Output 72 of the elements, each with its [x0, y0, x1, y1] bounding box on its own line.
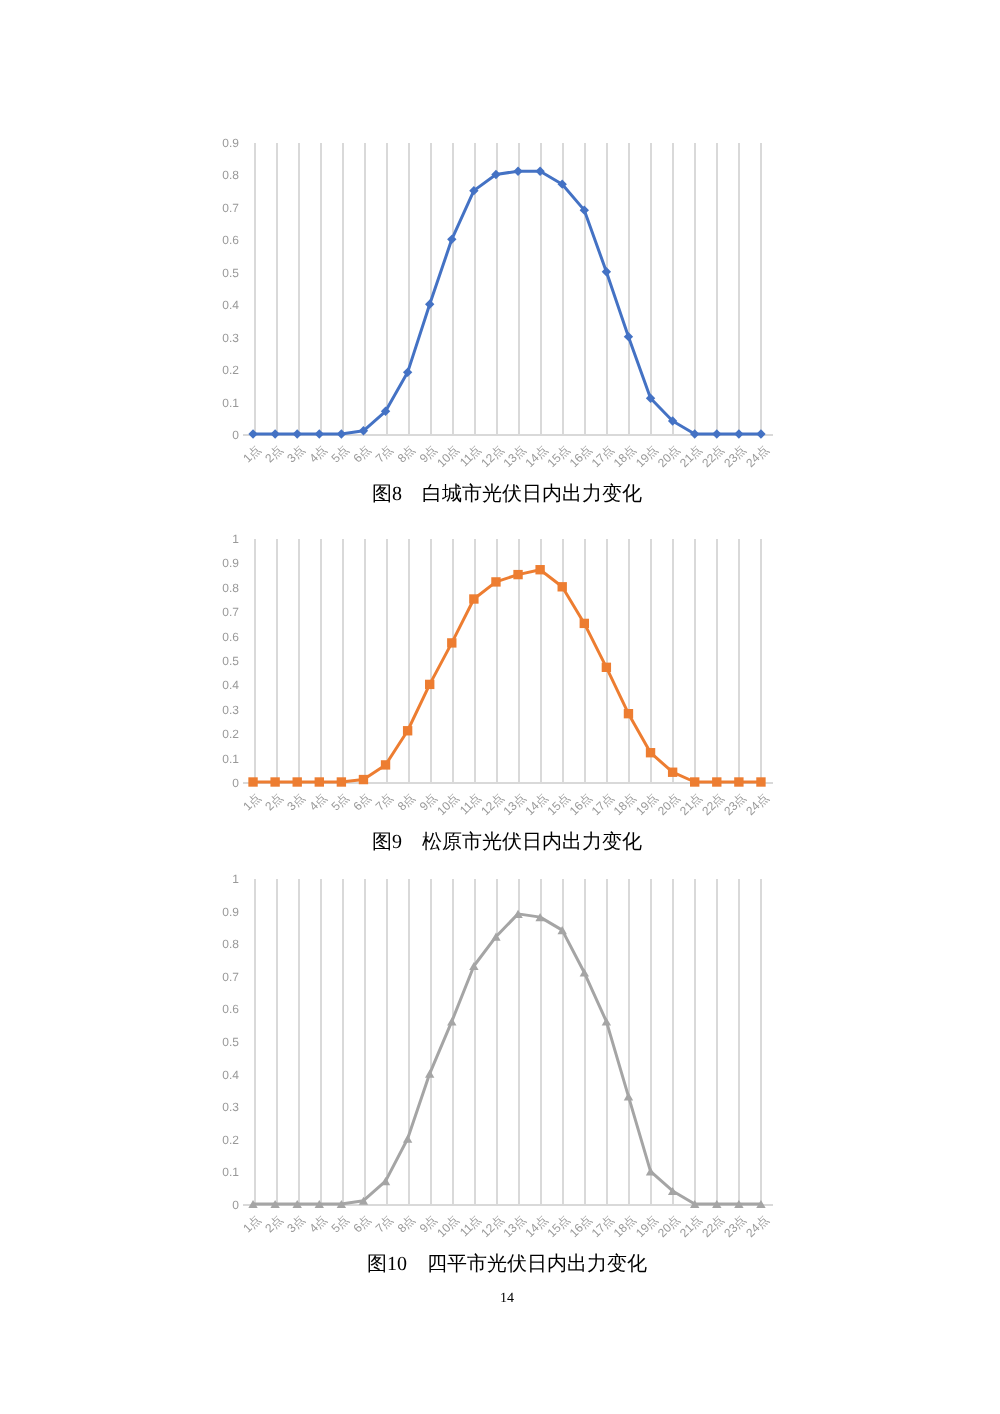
point	[756, 777, 766, 787]
point	[513, 909, 523, 918]
point	[425, 299, 435, 309]
point	[380, 760, 391, 770]
point	[425, 1069, 435, 1078]
point	[336, 777, 347, 787]
point	[402, 367, 413, 378]
point	[690, 429, 700, 439]
point	[469, 961, 479, 971]
point	[402, 1134, 413, 1143]
point	[756, 429, 766, 439]
point	[491, 577, 501, 587]
point	[623, 708, 634, 719]
point	[623, 331, 634, 342]
point	[557, 926, 567, 935]
point	[645, 748, 656, 758]
point	[292, 429, 302, 439]
point	[601, 662, 612, 673]
point	[535, 565, 545, 575]
point	[447, 638, 457, 648]
point	[314, 777, 324, 787]
point	[380, 406, 391, 416]
point	[248, 777, 258, 787]
point	[557, 179, 567, 189]
point	[579, 968, 589, 977]
point	[270, 429, 280, 439]
point	[690, 777, 700, 787]
point	[358, 1196, 369, 1205]
point	[734, 1199, 744, 1209]
point	[601, 267, 612, 277]
text: 图9 松原市光伏日内出力变化	[372, 830, 642, 855]
point	[248, 429, 258, 439]
point	[425, 679, 435, 690]
point	[491, 932, 501, 941]
point	[292, 1199, 302, 1209]
point	[667, 416, 678, 426]
point	[447, 234, 457, 245]
point	[667, 767, 678, 777]
point	[645, 393, 656, 403]
text: 图8 白城市光伏日内出力变化	[372, 482, 642, 507]
point	[358, 774, 369, 785]
point	[667, 1186, 678, 1196]
point	[447, 1017, 457, 1026]
point	[535, 913, 545, 922]
point	[734, 429, 744, 439]
point	[601, 1017, 612, 1026]
point	[712, 429, 722, 439]
point	[248, 1199, 258, 1209]
point	[734, 777, 744, 787]
point	[314, 429, 324, 439]
point	[513, 166, 523, 176]
point	[690, 1199, 700, 1209]
point	[469, 594, 479, 604]
point	[756, 1199, 766, 1209]
point	[513, 569, 523, 580]
point	[579, 618, 589, 629]
point	[712, 777, 722, 787]
point	[623, 1092, 634, 1101]
point	[579, 205, 589, 215]
point	[270, 777, 280, 787]
text: 图10 四平市光伏日内出力变化	[367, 1252, 647, 1277]
point	[712, 1199, 722, 1209]
point	[557, 582, 567, 592]
point	[358, 426, 369, 436]
point	[491, 169, 501, 180]
point	[292, 777, 302, 787]
point	[314, 1199, 324, 1209]
point	[270, 1199, 280, 1209]
point	[469, 185, 479, 196]
point	[336, 1199, 347, 1209]
point	[535, 166, 545, 176]
point	[402, 726, 413, 736]
